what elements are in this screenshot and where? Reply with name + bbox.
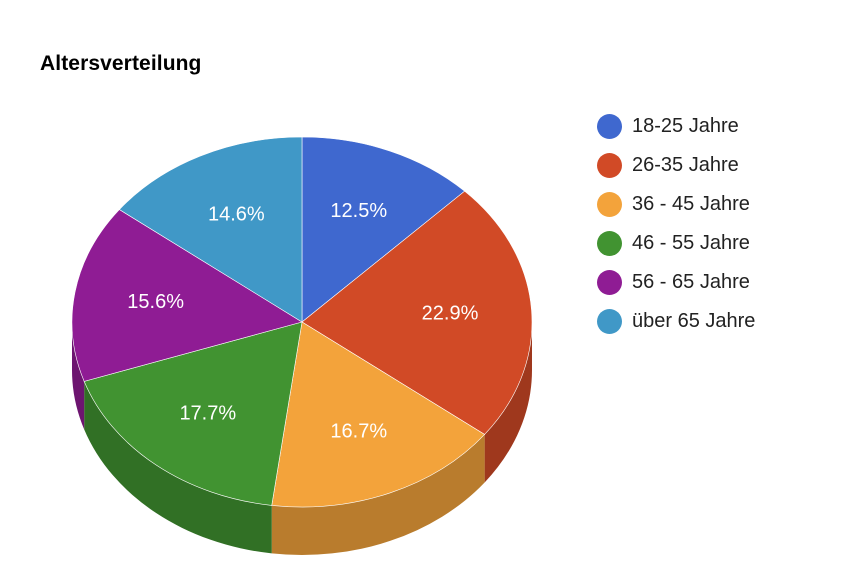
pie-slice-46-55-jahre[interactable] — [83, 321, 303, 506]
pie-side-36-45-jahre — [271, 434, 485, 555]
pie-slice-ueber-65-jahre[interactable] — [118, 136, 303, 323]
pie-label-18-25-jahre: 12.5% — [330, 200, 387, 222]
pie-labels: 12.5% 22.9% 16.7% 17.7% 15.6% 14.6% — [127, 200, 478, 442]
legend-item-56-65-jahre[interactable]: 56 - 65 Jahre — [597, 269, 755, 295]
pie-label-ueber-65-jahre: 14.6% — [208, 203, 265, 225]
legend-item-36-45-jahre[interactable]: 36 - 45 Jahre — [597, 191, 755, 217]
chart-title: Altersverteilung — [40, 52, 202, 75]
pie-slice-18-25-jahre[interactable] — [301, 136, 466, 323]
pie-slice-56-65-jahre[interactable] — [71, 209, 303, 382]
legend-label-26-35-jahre: 26-35 Jahre — [632, 153, 739, 176]
legend-label-18-25-jahre: 18-25 Jahre — [632, 114, 739, 137]
chart-legend: 18-25 Jahre 26-35 Jahre 36 - 45 Jahre 46 - … — [597, 113, 755, 347]
legend-swatch-18-25-jahre — [597, 113, 622, 139]
legend-swatch-ueber-65-jahre — [597, 308, 622, 334]
legend-swatch-46-55-jahre — [597, 230, 622, 256]
pie-label-46-55-jahre: 17.7% — [179, 402, 236, 424]
pie-sides — [72, 322, 532, 555]
legend-label-46-55-jahre: 46 - 55 Jahre — [632, 231, 750, 254]
pie-side-56-65-jahre — [72, 322, 85, 430]
legend-label-ueber-65-jahre: über 65 Jahre — [632, 309, 756, 332]
pie-label-36-45-jahre: 16.7% — [330, 421, 387, 443]
legend-swatch-26-35-jahre — [597, 152, 622, 178]
pie-slice-36-45-jahre[interactable] — [271, 321, 486, 508]
legend-label-36-45-jahre: 36 - 45 Jahre — [632, 192, 750, 215]
legend-swatch-36-45-jahre — [597, 191, 622, 217]
pie-slices — [71, 136, 533, 508]
pie-side-26-35-jahre — [484, 322, 532, 483]
legend-label-56-65-jahre: 56 - 65 Jahre — [632, 270, 750, 293]
pie-label-26-35-jahre: 22.9% — [422, 302, 479, 324]
legend-item-ueber-65-jahre[interactable]: über 65 Jahre — [597, 308, 755, 334]
legend-swatch-56-65-jahre — [597, 269, 622, 295]
pie-side-46-55-jahre — [84, 381, 272, 554]
pie-label-56-65-jahre: 15.6% — [127, 291, 184, 313]
legend-item-26-35-jahre[interactable]: 26-35 Jahre — [597, 152, 755, 178]
legend-item-18-25-jahre[interactable]: 18-25 Jahre — [597, 113, 755, 139]
legend-item-46-55-jahre[interactable]: 46 - 55 Jahre — [597, 230, 755, 256]
pie-slice-26-35-jahre[interactable] — [301, 190, 533, 435]
